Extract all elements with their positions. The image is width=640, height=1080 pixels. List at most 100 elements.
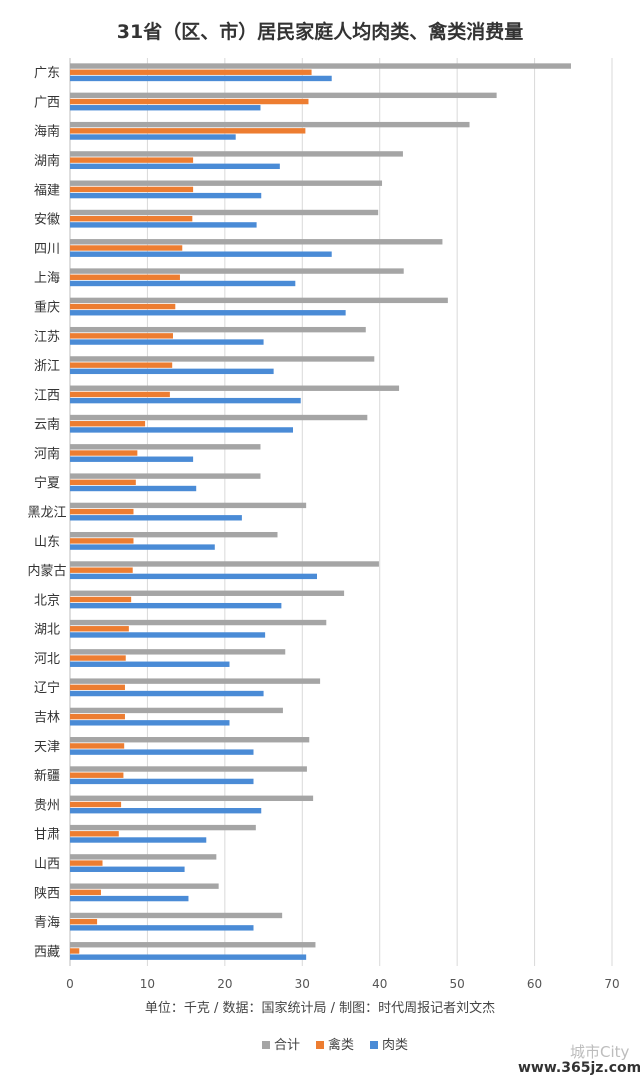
watermark-url: www.365jz.com (518, 1060, 640, 1076)
bar-肉类-安徽 (70, 222, 257, 228)
bar-合计-河北 (70, 649, 286, 655)
category-label: 湖南 (34, 153, 60, 169)
bar-禽类-安徽 (70, 215, 193, 222)
bar-禽类-河北 (70, 655, 126, 661)
x-tick-label: 70 (604, 977, 619, 991)
bar-肉类-浙江 (70, 368, 274, 375)
legend-swatch-合计 (262, 1041, 270, 1049)
watermark-label: 城市City (570, 1043, 630, 1061)
legend-label: 禽类 (328, 1037, 354, 1053)
bar-合计-广西 (70, 92, 497, 99)
bar-肉类-西藏 (70, 954, 307, 960)
category-label: 河北 (34, 652, 60, 667)
legend-label: 肉类 (382, 1038, 408, 1053)
bar-禽类-宁夏 (70, 479, 136, 486)
category-label: 海南 (34, 124, 60, 140)
category-label: 江西 (34, 388, 60, 403)
bar-合计-北京 (70, 590, 345, 596)
bar-合计-湖南 (70, 151, 403, 157)
chart-title: 31省（区、市）居民家庭人均肉类、禽类消费量 (117, 20, 523, 43)
bar-禽类-广东 (70, 69, 312, 75)
category-label: 湖北 (34, 623, 60, 638)
bar-肉类-北京 (70, 602, 282, 609)
bar-合计-安徽 (70, 209, 379, 216)
bar-合计-山东 (70, 531, 278, 538)
gridlines (69, 58, 613, 966)
bar-合计-江西 (70, 385, 400, 391)
bar-肉类-重庆 (70, 310, 346, 316)
bar-禽类-江西 (70, 391, 170, 398)
category-label: 上海 (34, 271, 60, 286)
bar-肉类-贵州 (70, 808, 262, 814)
bar-合计-云南 (70, 414, 368, 421)
category-label: 福建 (34, 183, 60, 198)
bar-禽类-北京 (70, 596, 132, 603)
category-label: 青海 (34, 916, 60, 931)
category-label: 广西 (34, 95, 60, 110)
bar-肉类-新疆 (70, 778, 254, 785)
x-tick-labels: 0 10 20 30 40 50 60 70 (66, 977, 619, 991)
category-label: 云南 (34, 417, 60, 433)
category-label: 吉林 (34, 711, 60, 726)
category-label: 四川 (34, 242, 60, 257)
bar-合计-广东 (70, 63, 571, 69)
bar-合计-吉林 (70, 707, 283, 714)
category-label: 江苏 (34, 329, 60, 345)
category-label: 贵州 (34, 798, 60, 813)
category-label: 山东 (34, 535, 60, 550)
bar-禽类-陕西 (70, 889, 101, 896)
legend-swatch-肉类 (370, 1041, 378, 1049)
category-label: 广东 (34, 66, 60, 81)
bar-禽类-云南 (70, 421, 146, 427)
bar-禽类-甘肃 (70, 831, 119, 837)
category-label: 辽宁 (34, 680, 60, 696)
bar-合计-上海 (70, 268, 404, 274)
legend-swatch-禽类 (316, 1041, 324, 1049)
category-label: 安徽 (34, 213, 60, 228)
bar-肉类-黑龙江 (70, 515, 242, 521)
bar-肉类-青海 (70, 925, 254, 931)
watermark: 城市City www.365jz.com (518, 1043, 640, 1076)
legend: 合计 禽类 肉类 (262, 1037, 408, 1053)
bar-合计-重庆 (70, 297, 448, 304)
bar-禽类-吉林 (70, 713, 125, 720)
bar-肉类-江苏 (70, 339, 264, 345)
bar-肉类-山东 (70, 544, 215, 550)
category-label: 浙江 (34, 359, 60, 374)
category-label: 山西 (34, 857, 60, 872)
bar-禽类-四川 (70, 245, 183, 251)
bar-合计-甘肃 (70, 824, 256, 831)
bar-合计-海南 (70, 121, 470, 128)
bar-合计-黑龙江 (70, 502, 307, 509)
bar-禽类-重庆 (70, 303, 176, 310)
bar-合计-青海 (70, 912, 283, 919)
category-label: 河南 (34, 446, 60, 462)
bar-肉类-吉林 (70, 720, 230, 726)
bar-合计-宁夏 (70, 473, 261, 479)
bar-禽类-辽宁 (70, 684, 125, 691)
bar-肉类-甘肃 (70, 837, 207, 843)
bar-肉类-山西 (70, 866, 185, 872)
bar-合计-天津 (70, 737, 310, 743)
bar-肉类-湖南 (70, 163, 280, 170)
bar-禽类-上海 (70, 274, 180, 280)
bar-禽类-江苏 (70, 333, 173, 339)
bar-禽类-天津 (70, 743, 125, 749)
x-tick-label: 30 (295, 977, 310, 991)
bar-合计-山西 (70, 854, 217, 860)
bar-禽类-黑龙江 (70, 508, 134, 515)
x-tick-label: 60 (527, 977, 542, 991)
bar-禽类-浙江 (70, 362, 173, 368)
bar-禽类-山西 (70, 860, 103, 866)
x-tick-label: 10 (140, 977, 155, 991)
bar-肉类-四川 (70, 251, 332, 257)
category-label: 黑龙江 (27, 506, 66, 521)
category-label: 天津 (34, 740, 60, 755)
category-labels: 广东广西海南湖南福建安徽四川上海重庆江苏浙江江西云南河南宁夏黑龙江山东内蒙古北京… (27, 66, 66, 960)
bar-禽类-内蒙古 (70, 567, 133, 573)
bar-禽类-山东 (70, 538, 134, 544)
bar-合计-陕西 (70, 883, 219, 889)
category-label: 内蒙古 (27, 563, 66, 579)
x-tick-label: 0 (66, 977, 74, 991)
x-tick-label: 50 (450, 977, 465, 991)
